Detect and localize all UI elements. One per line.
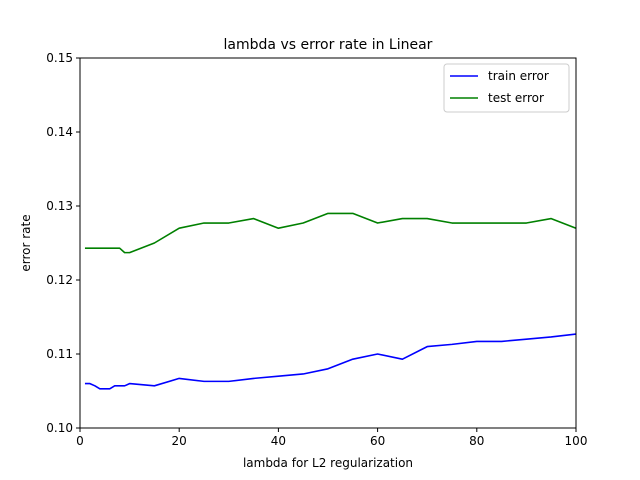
x-axis-ticks: 0 20 40 60 80 100 (76, 428, 587, 448)
x-tick-label: 80 (469, 434, 484, 448)
y-tick-label: 0.14 (46, 125, 73, 139)
y-tick-label: 0.12 (46, 273, 73, 287)
legend-label-test-error: test error (488, 91, 544, 105)
x-tick-label: 60 (370, 434, 385, 448)
series-layer (84, 212, 577, 390)
legend: train error test error (443, 63, 570, 113)
y-tick-label: 0.10 (46, 421, 73, 435)
x-axis-label: lambda for L2 regularization (243, 456, 413, 470)
x-tick-label: 100 (565, 434, 588, 448)
x-tick-label: 0 (76, 434, 84, 448)
plot-area (80, 58, 576, 428)
chart-title: lambda vs error rate in Linear (224, 37, 433, 53)
y-tick-label: 0.11 (46, 347, 73, 361)
train-error-line (84, 333, 577, 390)
legend-label-train-error: train error (488, 69, 549, 83)
y-axis-label: error rate (19, 214, 33, 271)
x-tick-label: 20 (172, 434, 187, 448)
axes-frame (79, 57, 577, 429)
y-tick-label: 0.13 (46, 199, 73, 213)
test-error-line (84, 212, 577, 254)
x-tick-label: 40 (271, 434, 286, 448)
y-axis-ticks: 0.10 0.11 0.12 0.13 0.14 0.15 (46, 51, 80, 435)
y-tick-label: 0.15 (46, 51, 73, 65)
axes-background (80, 58, 576, 428)
